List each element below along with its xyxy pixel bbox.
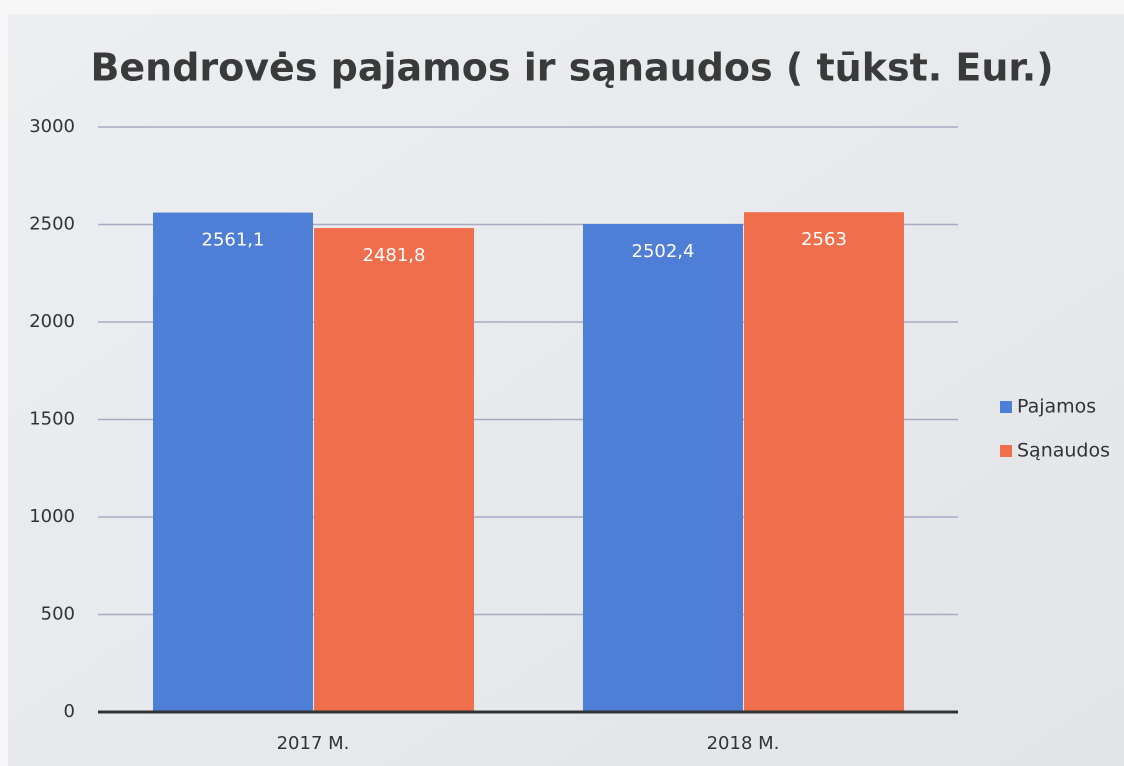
bar — [153, 212, 313, 712]
y-tick-label: 1500 — [29, 409, 75, 430]
y-tick-label: 500 — [41, 604, 75, 625]
legend-swatch — [1000, 445, 1012, 457]
legend-swatch — [1000, 401, 1012, 413]
value-label: 2561,1 — [202, 230, 265, 251]
y-tick-label: 3000 — [29, 116, 75, 137]
legend-label: Sąnaudos — [1017, 440, 1110, 462]
bar — [314, 228, 474, 712]
y-tick-label: 2500 — [29, 214, 75, 235]
y-tick-label: 1000 — [29, 506, 75, 527]
x-tick-label: 2017 M. — [277, 733, 350, 754]
y-tick-label: 0 — [64, 701, 75, 722]
y-tick-label: 2000 — [29, 311, 75, 332]
bar — [744, 212, 904, 712]
bar — [583, 224, 743, 713]
value-label: 2563 — [801, 229, 847, 250]
x-tick-label: 2018 M. — [707, 733, 780, 754]
legend-label: Pajamos — [1017, 396, 1096, 418]
value-label: 2502,4 — [632, 241, 695, 262]
value-label: 2481,8 — [363, 245, 426, 266]
chart-title: Bendrovės pajamos ir sąnaudos ( tūkst. E… — [90, 46, 1053, 90]
